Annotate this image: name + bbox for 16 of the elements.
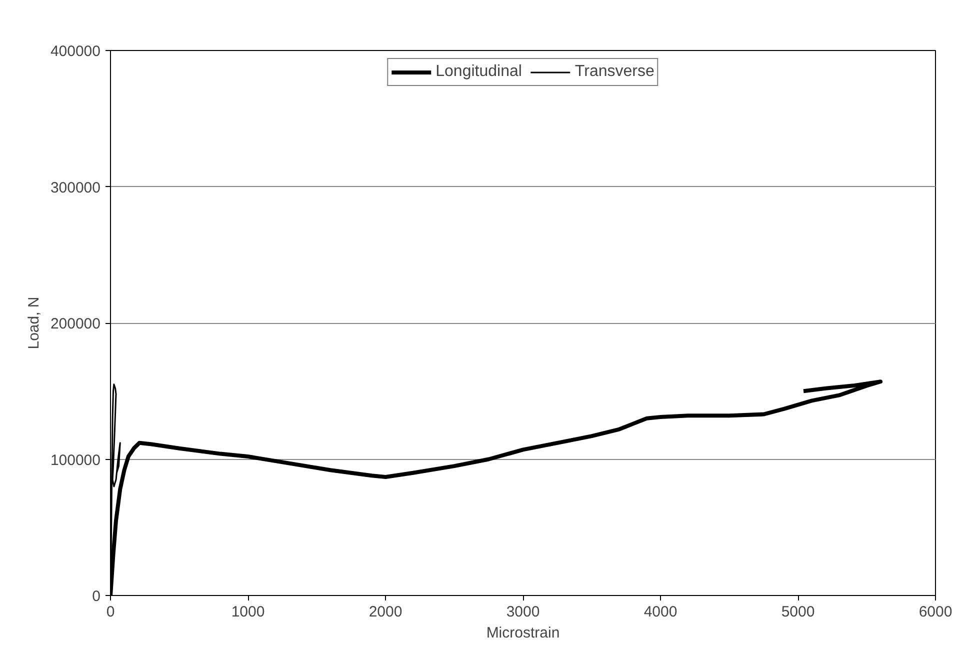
y-tick-label: 100000 bbox=[50, 452, 101, 469]
y-axis-title: Load, N bbox=[25, 296, 42, 350]
x-tick-label: 0 bbox=[106, 604, 115, 620]
x-tick-label: 5000 bbox=[781, 604, 815, 620]
y-tick-label: 400000 bbox=[50, 43, 101, 60]
x-tick-label: 2000 bbox=[368, 604, 402, 620]
y-tick-label: 200000 bbox=[50, 316, 101, 332]
legend-label: Transverse bbox=[574, 63, 654, 81]
x-axis-title: Microstrain bbox=[486, 624, 560, 642]
legend-label: Longitudinal bbox=[436, 63, 522, 81]
y-tick-label: 0 bbox=[92, 588, 100, 605]
x-tick-label: 6000 bbox=[918, 604, 952, 620]
x-tick-label: 4000 bbox=[644, 604, 678, 620]
x-tick-label: 1000 bbox=[231, 604, 265, 620]
y-tick-label: 300000 bbox=[50, 179, 101, 196]
x-tick-label: 3000 bbox=[506, 604, 540, 620]
